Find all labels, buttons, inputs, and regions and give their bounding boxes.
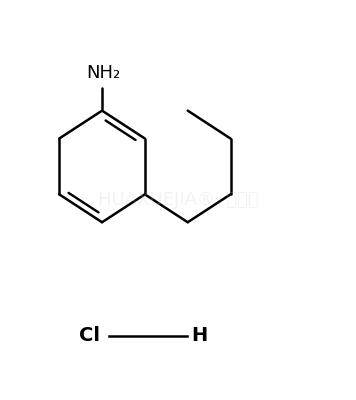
Text: NH₂: NH₂	[87, 64, 121, 82]
Text: HUAXUEJIA®  化学加: HUAXUEJIA® 化学加	[98, 191, 258, 209]
Text: H: H	[191, 326, 207, 346]
Text: Cl: Cl	[79, 326, 100, 346]
